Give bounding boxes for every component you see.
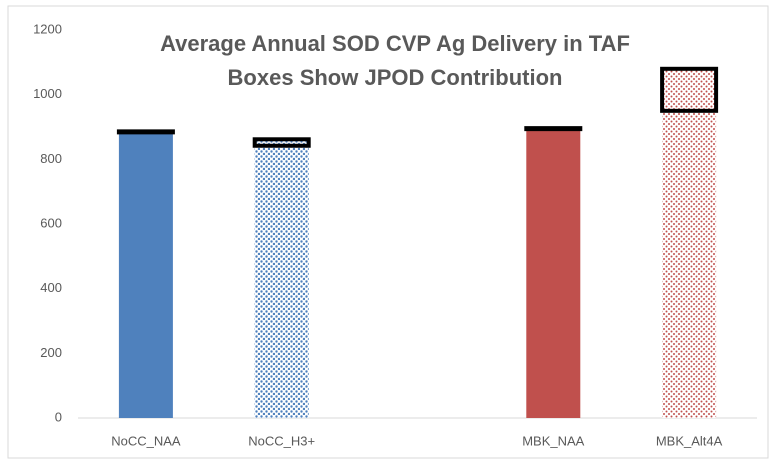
chart-title: Average Annual SOD CVP Ag Delivery in TA… <box>160 31 630 56</box>
bar <box>118 131 173 418</box>
y-tick-label: 0 <box>55 409 62 424</box>
y-tick-label: 1000 <box>33 86 62 101</box>
chart-subtitle: Boxes Show JPOD Contribution <box>228 65 563 90</box>
x-tick-label: MBK_Alt4A <box>656 433 723 448</box>
y-tick-label: 800 <box>40 151 62 166</box>
y-tick-label: 1200 <box>33 21 62 36</box>
bar <box>254 145 309 418</box>
x-tick-label: NoCC_NAA <box>111 433 181 448</box>
y-tick-label: 600 <box>40 215 62 230</box>
chart-border <box>7 5 769 459</box>
x-tick-label: NoCC_H3+ <box>248 433 315 448</box>
jpod-box <box>660 66 719 113</box>
y-tick-label: 200 <box>40 345 62 360</box>
x-tick-label: MBK_NAA <box>522 433 584 448</box>
bar <box>662 110 717 418</box>
y-tick-label: 400 <box>40 280 62 295</box>
jpod-box <box>252 137 311 148</box>
bar <box>526 128 581 418</box>
